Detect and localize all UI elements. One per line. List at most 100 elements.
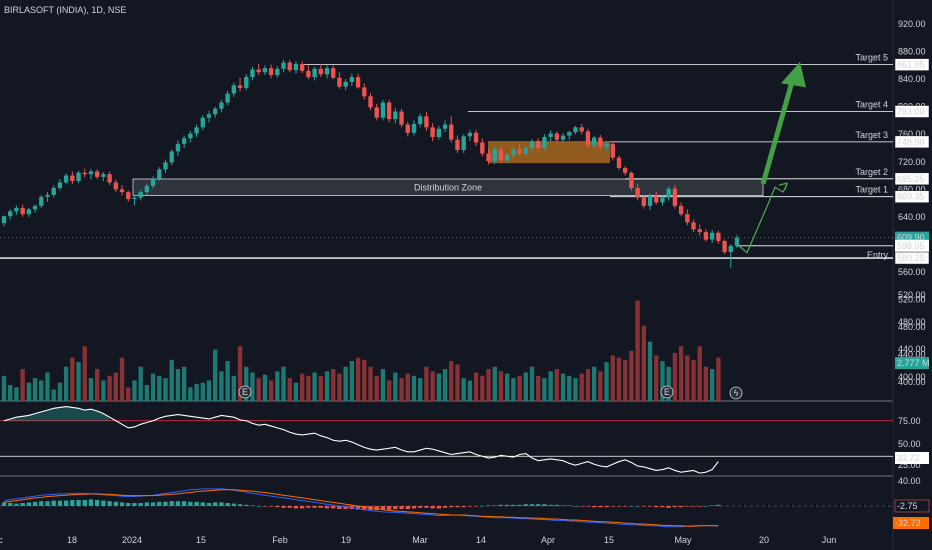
candle-body bbox=[32, 205, 38, 210]
candle bbox=[181, 135, 187, 148]
macd-histogram-bar bbox=[498, 504, 504, 506]
macd-histogram-bar bbox=[405, 506, 410, 509]
volume-bar bbox=[355, 357, 361, 401]
macd-histogram-bar bbox=[716, 504, 721, 506]
candle bbox=[163, 159, 168, 173]
volume-bar bbox=[647, 341, 653, 401]
macd-histogram-bar bbox=[95, 500, 100, 506]
volume-bar bbox=[560, 373, 566, 401]
level-label: Entry bbox=[867, 250, 889, 260]
candle bbox=[498, 146, 504, 164]
candle bbox=[169, 149, 174, 166]
price-tick-label: 560.00 bbox=[898, 267, 926, 277]
candle-body bbox=[641, 197, 646, 206]
volume-tick-label: 440.00 bbox=[898, 344, 926, 354]
candle bbox=[194, 124, 199, 137]
candle-body bbox=[26, 209, 32, 215]
macd-histogram-bar bbox=[380, 506, 386, 510]
level-label: Target 5 bbox=[855, 53, 888, 63]
candle-body bbox=[101, 174, 106, 177]
candle bbox=[473, 130, 479, 146]
candle-body bbox=[169, 151, 174, 163]
candle-body bbox=[8, 211, 13, 217]
candle bbox=[734, 234, 740, 248]
volume-bar bbox=[88, 378, 94, 401]
macd-histogram-bar bbox=[616, 506, 622, 507]
candle bbox=[219, 99, 224, 113]
volume-bar bbox=[678, 346, 684, 401]
candle bbox=[318, 63, 323, 78]
price-tick-label: 680.00 bbox=[898, 184, 926, 194]
macd-histogram-bar bbox=[604, 506, 609, 508]
candle-body bbox=[132, 197, 137, 199]
candle-body bbox=[635, 187, 640, 198]
time-tick-label: Jun bbox=[822, 535, 837, 545]
candle bbox=[343, 79, 348, 91]
volume-bar bbox=[45, 372, 50, 401]
level-price-tag bbox=[894, 190, 930, 203]
volume-bar bbox=[418, 378, 423, 401]
macd-histogram-bar bbox=[442, 506, 448, 508]
macd-histogram-bar bbox=[585, 506, 591, 507]
volume-bar bbox=[585, 369, 591, 401]
candle-body bbox=[219, 102, 224, 109]
candle-body bbox=[256, 69, 261, 73]
candle bbox=[337, 72, 342, 89]
earnings-icon bbox=[660, 385, 674, 399]
macd-histogram-bar bbox=[598, 506, 603, 508]
macd-histogram-bar bbox=[163, 501, 168, 506]
volume-bar bbox=[250, 372, 255, 401]
candle-body bbox=[405, 124, 410, 133]
macd-histogram-bar bbox=[206, 503, 212, 506]
candle-body bbox=[237, 85, 243, 89]
macd-histogram-bar bbox=[635, 506, 640, 507]
macd-histogram-bar bbox=[678, 506, 684, 508]
volume-bar bbox=[504, 373, 510, 401]
candle-body bbox=[244, 77, 249, 89]
macd-histogram-bar bbox=[8, 503, 13, 506]
macd-histogram-bar bbox=[70, 500, 75, 506]
candle bbox=[610, 141, 615, 161]
rsi-tick-label: 75.00 bbox=[898, 416, 921, 426]
macd-histogram-bar bbox=[647, 506, 653, 507]
consolidation-box bbox=[488, 141, 610, 164]
price-tick-label: 480.00 bbox=[898, 322, 926, 332]
volume-bar bbox=[511, 378, 516, 401]
current-price-text: 609.90 bbox=[897, 233, 925, 243]
level-label: Target 2 bbox=[855, 167, 888, 177]
candle-body bbox=[1, 216, 7, 224]
candle bbox=[722, 239, 727, 255]
macd-histogram-bar bbox=[461, 506, 466, 508]
volume-bar bbox=[275, 371, 280, 401]
candle bbox=[107, 171, 112, 186]
candle bbox=[598, 134, 603, 150]
candle bbox=[579, 123, 584, 135]
candle-body bbox=[598, 137, 603, 147]
volume-bar bbox=[213, 349, 218, 401]
candle bbox=[616, 155, 622, 171]
volume-bar bbox=[57, 382, 63, 401]
macd-histogram-bar bbox=[26, 502, 32, 506]
macd-histogram-bar bbox=[641, 506, 646, 507]
volume-bar bbox=[517, 375, 522, 401]
candle-body bbox=[312, 68, 317, 78]
candle bbox=[299, 61, 305, 73]
macd-histogram-bar bbox=[393, 506, 398, 509]
candle bbox=[225, 90, 230, 106]
candle-body bbox=[585, 131, 591, 146]
volume-bar bbox=[144, 385, 150, 401]
candle bbox=[523, 146, 528, 157]
target-arrow-shaft bbox=[760, 81, 795, 185]
volume-bar bbox=[393, 372, 398, 401]
candle-body bbox=[529, 141, 535, 148]
rsi-value-tag bbox=[895, 452, 929, 464]
volume-bar bbox=[480, 375, 485, 401]
macd-histogram-bar bbox=[244, 504, 249, 506]
macd-histogram-bar bbox=[697, 506, 702, 507]
volume-bar bbox=[548, 371, 553, 401]
candle-body bbox=[399, 111, 404, 125]
macd-histogram-bar bbox=[268, 506, 274, 507]
earnings-icon bbox=[238, 385, 252, 399]
candle bbox=[728, 244, 733, 268]
